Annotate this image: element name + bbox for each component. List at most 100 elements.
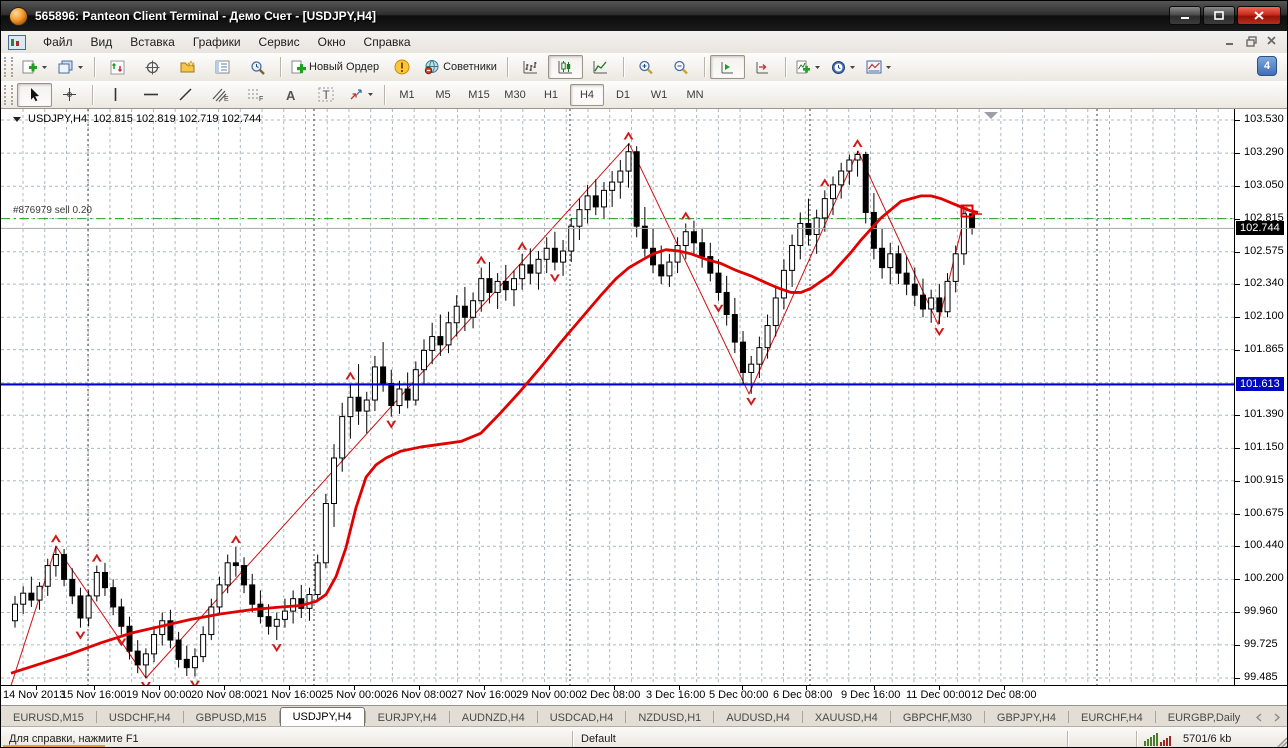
chart-shift-button[interactable] bbox=[745, 55, 780, 79]
symbol-dropdown-icon[interactable] bbox=[13, 116, 22, 123]
new-chart-button[interactable] bbox=[17, 55, 53, 79]
time-tick-label: 12 Dec 08:00 bbox=[971, 689, 1037, 701]
market-watch-button[interactable] bbox=[100, 55, 135, 79]
text-tool-button[interactable]: A bbox=[273, 83, 308, 107]
time-tick-label: 2 Dec 08:00 bbox=[581, 689, 641, 701]
label-tool-button[interactable]: T bbox=[308, 83, 343, 107]
resize-grip[interactable] bbox=[1274, 735, 1288, 748]
close-button[interactable] bbox=[1237, 6, 1281, 25]
menu-item-Вставка[interactable]: Вставка bbox=[130, 35, 175, 49]
chart-tab-XAUUSD,H4[interactable]: XAUUSD,H4 bbox=[814, 712, 878, 724]
fibonacci-tool-button[interactable]: F bbox=[238, 83, 273, 107]
time-tick bbox=[742, 686, 743, 690]
periods-button[interactable] bbox=[826, 55, 861, 79]
tester-icon bbox=[250, 60, 265, 75]
candlestick bbox=[461, 305, 468, 318]
time-scale[interactable]: 14 Nov 2013 15 Nov 16:00 19 Nov 00:00 20 No… bbox=[1, 685, 1287, 706]
time-tick bbox=[939, 686, 940, 690]
navigator-button[interactable] bbox=[170, 55, 205, 79]
candlestick bbox=[551, 247, 558, 263]
chart-tab-GBPUSD,M15[interactable]: GBPUSD,M15 bbox=[195, 712, 267, 724]
minimize-button[interactable] bbox=[1169, 6, 1201, 25]
trendline-tool-button[interactable] bbox=[168, 83, 203, 107]
price-scale[interactable]: 103.530 103.290 103.050 102.815 102.575 102.3… bbox=[1234, 109, 1287, 686]
child-close-button[interactable] bbox=[1265, 34, 1279, 48]
timeframe-button-W1[interactable]: W1 bbox=[650, 88, 668, 101]
tabs-scroll-left-icon[interactable] bbox=[1255, 713, 1263, 722]
expert-advisors-button[interactable]: Советники bbox=[419, 55, 502, 79]
notifications-badge[interactable]: 4 bbox=[1257, 56, 1277, 76]
child-minimize-button[interactable] bbox=[1223, 34, 1237, 48]
toolbar-grip[interactable] bbox=[4, 84, 13, 105]
title-bar[interactable]: 565896: Panteon Client Terminal - Демо С… bbox=[1, 1, 1287, 31]
bar-chart-mode-button[interactable] bbox=[513, 55, 548, 79]
tabs-scroll-right-icon[interactable] bbox=[1273, 713, 1281, 722]
chart-tab-EURCHF,H4[interactable]: EURCHF,H4 bbox=[1081, 712, 1143, 724]
auto-scroll-button[interactable] bbox=[709, 55, 745, 79]
timeframe-button-D1[interactable]: D1 bbox=[615, 88, 631, 101]
terminal-button[interactable] bbox=[205, 55, 240, 79]
data-window-button[interactable] bbox=[135, 55, 170, 79]
chart-window-icon[interactable] bbox=[8, 34, 26, 50]
bar-chart-icon bbox=[523, 60, 537, 73]
menu-item-Окно[interactable]: Окно bbox=[317, 35, 346, 49]
new-order-button[interactable]: Новый Ордер bbox=[286, 55, 384, 79]
price-tick bbox=[1235, 612, 1240, 613]
templates-icon bbox=[866, 60, 882, 74]
chart-tab-AUDNZD,H4[interactable]: AUDNZD,H4 bbox=[461, 712, 525, 724]
chart-tab-GBPJPY,H4[interactable]: GBPJPY,H4 bbox=[996, 712, 1056, 724]
maximize-button[interactable] bbox=[1203, 6, 1235, 25]
arrows-tool-button[interactable] bbox=[343, 83, 379, 107]
profiles-button[interactable] bbox=[53, 55, 89, 79]
templates-button[interactable] bbox=[861, 55, 897, 79]
crosshair-tool-button[interactable] bbox=[52, 83, 87, 107]
chart-plot[interactable] bbox=[1, 109, 1234, 686]
chart-tab-AUDUSD,H4[interactable]: AUDUSD,H4 bbox=[726, 712, 790, 724]
status-profile[interactable]: Default bbox=[581, 732, 616, 745]
timeframe-button-H1[interactable]: H1 bbox=[543, 88, 559, 101]
arrows-icon bbox=[350, 89, 362, 100]
strategy-tester-button[interactable] bbox=[240, 55, 275, 79]
candlestick bbox=[314, 562, 321, 596]
menu-item-Файл[interactable]: Файл bbox=[43, 35, 73, 49]
candlestick-mode-button[interactable] bbox=[547, 55, 583, 79]
chart-area[interactable]: USDJPY,H4 102.815 102.819 102.719 102.74… bbox=[1, 108, 1287, 686]
tab-separator bbox=[1068, 711, 1069, 723]
timeframe-button-M15[interactable]: M15 bbox=[468, 88, 490, 101]
menu-item-Справка[interactable]: Справка bbox=[363, 35, 411, 49]
chart-tab-EURGBP,Daily[interactable]: EURGBP,Daily bbox=[1167, 712, 1241, 724]
chart-tab-USDCHF,H4[interactable]: USDCHF,H4 bbox=[108, 712, 171, 724]
chart-tab-USDJPY,H4[interactable]: USDJPY,H4 bbox=[279, 707, 365, 727]
vertical-line-tool-button[interactable] bbox=[98, 83, 133, 107]
candlestick bbox=[28, 592, 35, 601]
channel-tool-button[interactable]: E bbox=[203, 83, 238, 107]
horizontal-line-tool-button[interactable] bbox=[133, 83, 168, 107]
candlestick bbox=[903, 272, 910, 285]
menu-item-Графики[interactable]: Графики bbox=[192, 35, 241, 49]
chart-tab-NZDUSD,H1[interactable]: NZDUSD,H1 bbox=[638, 712, 702, 724]
timeframe-button-M5[interactable]: M5 bbox=[435, 88, 451, 101]
timeframe-button-MN[interactable]: MN bbox=[686, 88, 704, 101]
chart-tab-GBPCHF,M30[interactable]: GBPCHF,M30 bbox=[902, 712, 972, 724]
chart-tab-USDCAD,H4[interactable]: USDCAD,H4 bbox=[549, 712, 614, 724]
line-chart-mode-button[interactable] bbox=[583, 55, 618, 79]
menu-item-Сервис[interactable]: Сервис bbox=[258, 35, 300, 49]
toolbar-grip[interactable] bbox=[4, 57, 13, 77]
zoom-in-button[interactable] bbox=[629, 55, 664, 79]
chart-tab-EURUSD,M15[interactable]: EURUSD,M15 bbox=[13, 712, 84, 724]
child-restore-button[interactable] bbox=[1244, 34, 1258, 48]
fractal-up-arrow bbox=[50, 534, 61, 543]
cursor-tool-button[interactable] bbox=[17, 82, 52, 107]
timeframe-button-M1[interactable]: M1 bbox=[399, 88, 415, 101]
chart-tab-EURJPY,H4[interactable]: EURJPY,H4 bbox=[377, 712, 437, 724]
tab-separator bbox=[1154, 711, 1156, 723]
metaeditor-button[interactable] bbox=[384, 55, 419, 79]
candlestick bbox=[944, 280, 951, 313]
timeframe-button-M30[interactable]: M30 bbox=[504, 88, 526, 101]
chart-shift-marker[interactable] bbox=[984, 112, 998, 119]
timeframe-button-H4[interactable]: H4 bbox=[570, 83, 604, 106]
profiles-icon bbox=[58, 60, 73, 73]
indicators-button[interactable] bbox=[791, 55, 826, 79]
menu-item-Вид[interactable]: Вид bbox=[90, 35, 113, 49]
zoom-out-button[interactable] bbox=[664, 55, 699, 79]
